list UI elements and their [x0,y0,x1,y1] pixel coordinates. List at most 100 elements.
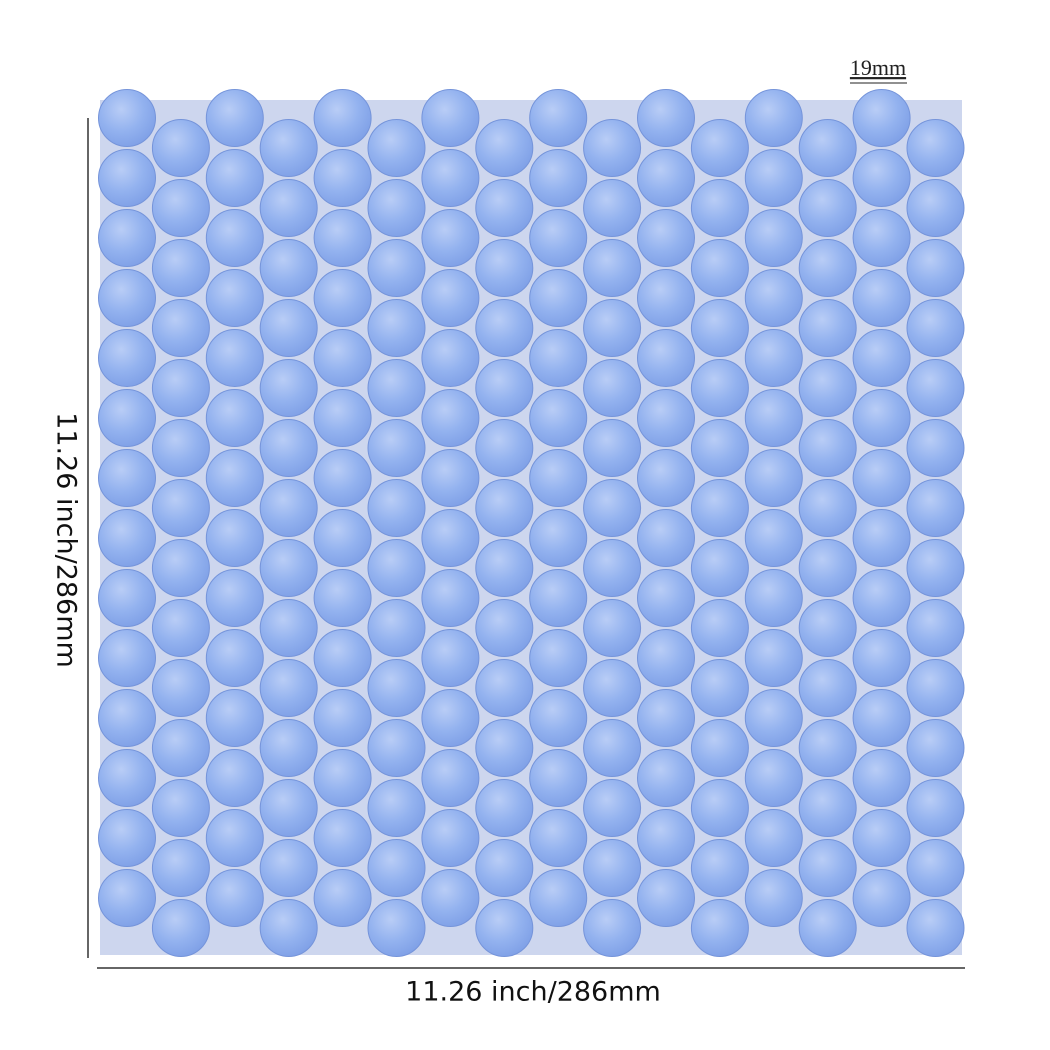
penny-tile [637,689,695,747]
penny-tile [151,419,210,477]
penny-tile [421,449,480,507]
penny-tile [475,779,534,837]
penny-tile [690,899,749,957]
penny-tile [475,599,534,657]
penny-tile [98,149,156,207]
penny-tile [690,719,749,777]
penny-tile [205,209,264,267]
penny-tile [421,749,480,807]
penny-tile [637,869,695,927]
penny-tile [475,539,534,597]
penny-tile [529,749,588,807]
penny-tile [313,509,372,567]
penny-tile [205,329,264,387]
penny-tile [205,869,264,927]
penny-tile [259,479,318,537]
penny-tile [475,299,534,357]
penny-tile [583,659,642,717]
penny-tile [798,119,857,177]
penny-tile [637,569,695,627]
penny-tile [313,809,372,867]
penny-tile [98,509,156,567]
penny-tile [259,839,318,897]
penny-tile [421,509,480,567]
penny-tile [151,239,210,297]
penny-tile [421,389,480,447]
penny-tile [583,299,642,357]
penny-tile [259,779,318,837]
penny-tile [583,599,642,657]
penny-tile [205,149,264,207]
penny-tile [852,569,911,627]
penny-tile [259,179,318,237]
penny-tile [529,89,588,147]
penny-tile [151,359,210,417]
penny-tile [852,509,911,567]
penny-tile [259,239,318,297]
penny-tile [259,419,318,477]
penny-tile [529,329,588,387]
penny-tile [744,269,803,327]
penny-tile [798,539,857,597]
penny-tile [313,89,372,147]
penny-tile [690,419,749,477]
penny-tile [529,269,588,327]
penny-tile [367,479,426,537]
penny-tile [744,689,803,747]
penny-tile [367,899,426,957]
penny-tile [744,209,803,267]
penny-tile [205,569,264,627]
penny-tile [98,749,156,807]
penny-tile [529,689,588,747]
penny-tile [313,329,372,387]
penny-tile [205,509,264,567]
penny-tile [690,179,749,237]
penny-tile [367,659,426,717]
penny-tile [852,689,911,747]
penny-tile [744,149,803,207]
penny-tile [151,719,210,777]
penny-tile [367,539,426,597]
penny-tile [421,569,480,627]
penny-tile [798,359,857,417]
tile-grid [98,89,965,957]
penny-tile [637,809,695,867]
penny-tile [475,359,534,417]
penny-tile [205,89,264,147]
penny-tile [690,359,749,417]
penny-tile [367,419,426,477]
penny-tile [421,809,480,867]
penny-tile [313,869,372,927]
penny-tile [421,329,480,387]
penny-tile [798,659,857,717]
penny-tile [690,239,749,297]
penny-tile [852,329,911,387]
penny-tile [798,899,857,957]
penny-tile [529,569,588,627]
penny-tile [367,119,426,177]
penny-tile [637,89,695,147]
penny-tile [313,269,372,327]
penny-tile [798,179,857,237]
penny-tile [744,629,803,687]
penny-tile [744,329,803,387]
penny-tile [637,149,695,207]
penny-tile [205,629,264,687]
penny-tile [205,449,264,507]
penny-tile [259,359,318,417]
penny-tile [583,779,642,837]
penny-tile [690,839,749,897]
tile-size-label: 19mm [850,55,906,80]
penny-tile [583,839,642,897]
penny-tile [205,689,264,747]
penny-tile [151,539,210,597]
penny-tile [367,599,426,657]
penny-tile [906,299,965,357]
penny-tile [583,419,642,477]
penny-tile [583,899,642,957]
penny-tile [151,839,210,897]
penny-tile [744,389,803,447]
penny-tile [529,869,588,927]
